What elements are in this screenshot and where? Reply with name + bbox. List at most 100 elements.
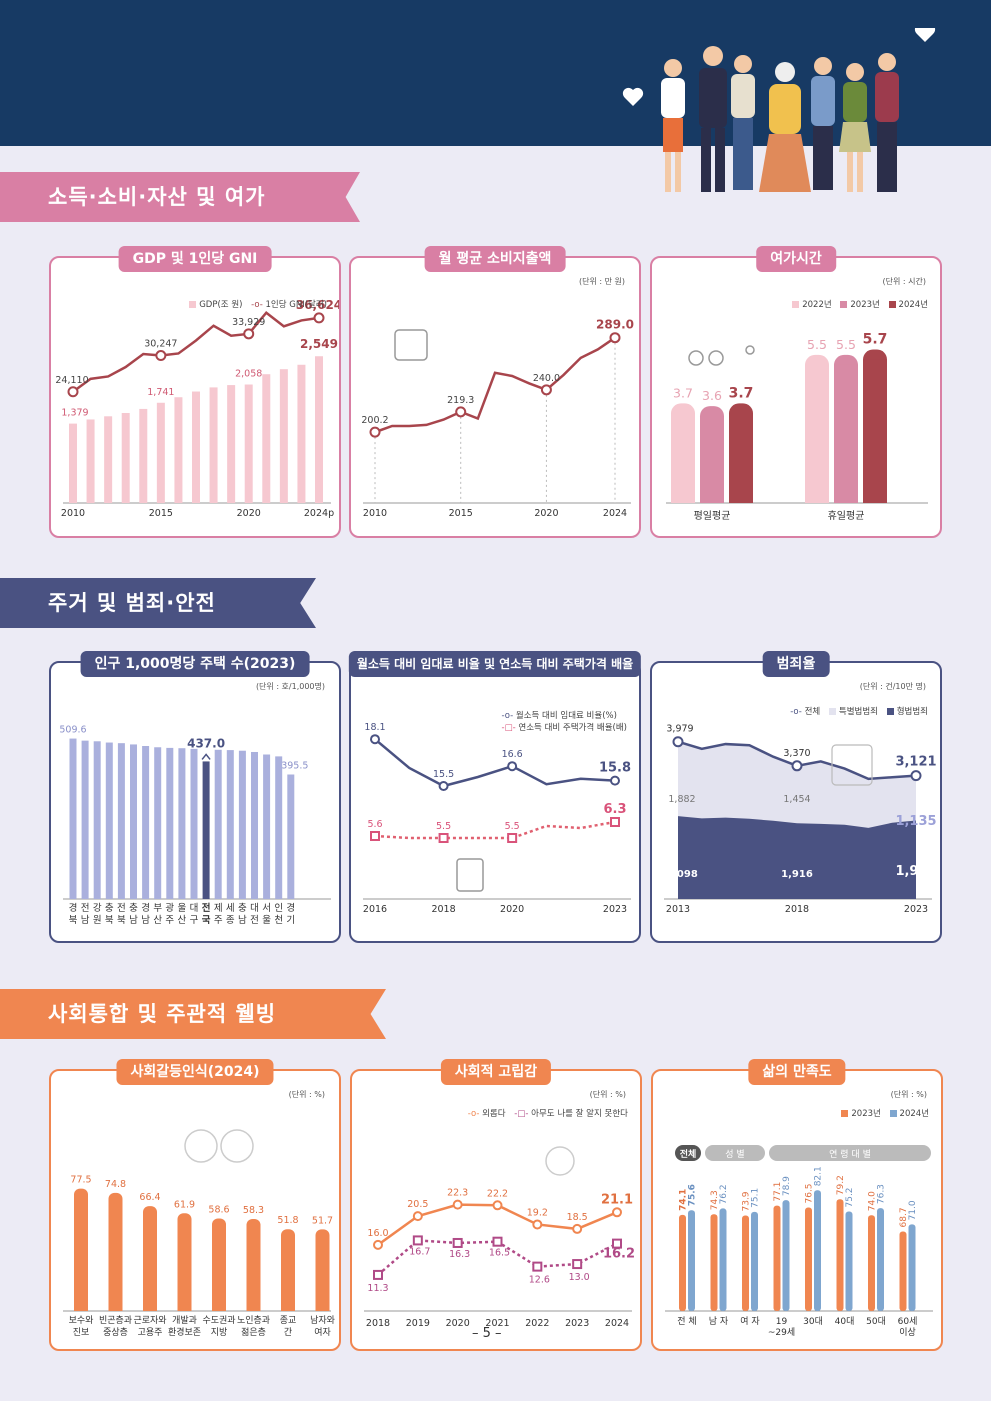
unit-label: (단위 : 시간): [882, 277, 926, 286]
lonely-marker: [373, 1239, 383, 1250]
x-tick-label: 2021: [485, 1318, 509, 1329]
conflict-bar-body: [74, 1194, 88, 1311]
conflict-bar-body: [108, 1198, 123, 1311]
unit-label: (단위 : 건/10만 명): [859, 682, 926, 691]
housing-bar: [130, 744, 137, 899]
conflict-data-label: 66.4: [139, 1192, 160, 1203]
region-label: 경: [286, 902, 295, 914]
section-banner-wellbeing: 사회통합 및 주관적 웰빙: [0, 989, 386, 1039]
total-crime-marker: [910, 770, 922, 782]
x-tick-label: 2023: [904, 904, 928, 915]
penal-data-label: 1,986: [895, 864, 936, 879]
chart-legend: 2023년 2024년: [835, 1107, 929, 1119]
category-label: 젊은층: [241, 1326, 266, 1338]
lonely-data-label: 16.0: [367, 1228, 388, 1239]
lonely-marker: [452, 1199, 463, 1210]
unknown-marker: [452, 1237, 463, 1248]
housing-bar: [251, 751, 258, 899]
group-label-sex: 성 별: [725, 1149, 744, 1160]
housing-bar: [190, 748, 198, 899]
legend-2023: 2023년: [850, 300, 880, 310]
housing-bar: [275, 756, 283, 899]
chart-legend: -o- 월소득 대비 임대료 비율(%) -□- 연소득 대비 주택가격 배율(…: [501, 711, 627, 733]
x-tick-label: 2015: [149, 508, 173, 519]
legend-lonely: 외롭다: [482, 1109, 506, 1119]
legend-2022: 2022년: [802, 300, 832, 310]
satisfaction-data-label: 82.1: [814, 1166, 824, 1186]
penal-data-label: 1,916: [781, 869, 813, 880]
satisfaction-data-label: 68.7: [899, 1207, 909, 1227]
price-data-label: 5.6: [367, 819, 382, 830]
panel-rent: 18.1 5.6 15.5 5.5 16.6 5.5 15.8 6.3 2016 2018 2020…: [348, 651, 642, 943]
panel-isolation: 16.0 11.3 2018 20.5 16.7 2019 22.3 16.3 2020 22.2…: [350, 1059, 642, 1351]
penal-data-label: 2,098: [666, 869, 698, 880]
conflict-bar-body: [143, 1212, 157, 1311]
rent-ratio-marker: [370, 734, 380, 745]
region-label: 북: [69, 915, 78, 926]
category-label: 여자: [314, 1326, 331, 1338]
consumption-data-label: 240.0: [533, 373, 560, 384]
unknown-data-label: 16.7: [409, 1246, 430, 1257]
unit-label: (단위 : %): [890, 1090, 927, 1099]
price-ratio-marker: [370, 831, 380, 841]
housing-data-label: 509.6: [59, 725, 86, 736]
region-label: 남: [141, 915, 150, 926]
region-label: 광: [165, 902, 174, 914]
unknown-data-label: 16.5: [489, 1248, 510, 1259]
satisfaction-bar: [782, 1200, 790, 1311]
housing-bar: [287, 774, 295, 899]
gdp-bar: [315, 356, 323, 503]
consumption-data-label: 289.0: [596, 318, 634, 332]
gdp-bar: [156, 402, 165, 503]
x-tick-label: 2022: [525, 1318, 549, 1329]
satisfaction-data-label: 75.6: [688, 1184, 698, 1206]
group-pill-sex: [705, 1145, 765, 1161]
consumption-marker: [369, 426, 381, 438]
leisure-data-label: 3.7: [729, 385, 754, 401]
price-data-label: 5.5: [436, 821, 451, 832]
region-label: 남: [238, 915, 247, 926]
leisure-bar-body: [700, 416, 724, 503]
x-tick-label: 2018: [431, 904, 455, 915]
gdp-chart: 24,110 1,379 30,247 1,741 33,929 2,058 36,624 2…: [55, 298, 339, 519]
satisfaction-bar: [845, 1211, 853, 1311]
lonely-marker: [532, 1219, 543, 1230]
category-label: 여 자: [740, 1315, 760, 1327]
gni-data-label: 36,624: [296, 298, 339, 312]
category-label: 개발과: [172, 1315, 197, 1326]
consumption-data-label: 219.3: [447, 395, 474, 406]
region-label: 강: [93, 903, 102, 914]
gdp-data-label: 1,379: [61, 408, 88, 419]
lonely-data-label: 21.1: [601, 1192, 633, 1207]
consumption-marker: [455, 406, 467, 418]
panel-title: 삶의 만족도: [748, 1059, 846, 1085]
x-tick-label: 2010: [61, 508, 85, 519]
gdp-bar: [262, 374, 271, 503]
category-label: 진보: [73, 1327, 90, 1338]
x-tick-label: 2024: [605, 1318, 629, 1329]
region-label: 충: [105, 903, 114, 914]
conflict-data-label: 51.8: [277, 1215, 298, 1226]
satisfaction-data-label: 75.2: [845, 1187, 855, 1207]
category-label: 종교: [280, 1315, 297, 1326]
region-label: 산: [178, 915, 187, 926]
group-pill-total: [675, 1145, 701, 1161]
housing-bar: [166, 747, 174, 899]
housing-data-label: 395.5: [281, 760, 308, 771]
leisure-bar-body: [671, 413, 695, 503]
leisure-bar-body: [834, 364, 858, 503]
legend-2024: 2024년: [898, 300, 928, 310]
category-label: 중상층: [103, 1327, 128, 1338]
unknown-data-label: 12.6: [529, 1275, 550, 1286]
gdp-bar: [192, 391, 200, 503]
region-label: 인: [274, 903, 283, 914]
legend-2024: 2024년: [899, 1109, 929, 1119]
gdp-data-label: 1,741: [147, 387, 174, 398]
region-label: 서: [262, 903, 271, 914]
chart-legend: -o- 전체 특별법범죄 형법범죄: [790, 707, 928, 717]
region-label: 전: [81, 903, 90, 914]
gdp-bar: [297, 364, 306, 503]
satisfaction-bar: [814, 1190, 821, 1311]
rent-chart: 18.1 5.6 15.5 5.5 16.6 5.5 15.8 6.3 2016 2018 2020…: [363, 722, 631, 915]
panel-title: 사회갈등인식(2024): [116, 1059, 274, 1085]
